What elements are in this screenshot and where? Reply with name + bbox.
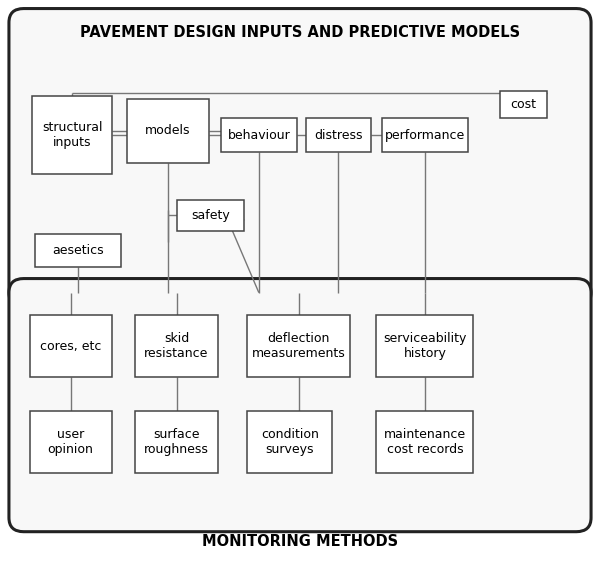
Text: PAVEMENT DESIGN INPUTS AND PREDICTIVE MODELS: PAVEMENT DESIGN INPUTS AND PREDICTIVE MO… — [80, 25, 520, 40]
Text: cores, etc: cores, etc — [40, 340, 101, 352]
Bar — [176, 200, 244, 231]
Text: aesetics: aesetics — [52, 244, 104, 257]
Bar — [127, 99, 209, 163]
Text: condition
surveys: condition surveys — [261, 428, 319, 456]
Bar — [376, 411, 473, 472]
Bar — [32, 96, 112, 174]
Text: user
opinion: user opinion — [48, 428, 94, 456]
Bar — [306, 118, 371, 152]
Bar — [29, 411, 112, 472]
Bar — [221, 118, 297, 152]
Bar — [500, 91, 547, 118]
Text: models: models — [145, 125, 190, 137]
FancyBboxPatch shape — [9, 9, 591, 307]
Text: deflection
measurements: deflection measurements — [251, 332, 346, 360]
Text: behaviour: behaviour — [227, 129, 290, 142]
Bar — [136, 411, 218, 472]
Text: skid
resistance: skid resistance — [145, 332, 209, 360]
Bar — [29, 315, 112, 377]
Text: surface
roughness: surface roughness — [144, 428, 209, 456]
Text: structural
inputs: structural inputs — [42, 121, 103, 149]
Bar — [35, 234, 121, 267]
Text: safety: safety — [191, 209, 230, 222]
Text: performance: performance — [385, 129, 465, 142]
Text: MONITORING METHODS: MONITORING METHODS — [202, 534, 398, 549]
Bar — [376, 315, 473, 377]
FancyBboxPatch shape — [9, 278, 591, 532]
Text: distress: distress — [314, 129, 362, 142]
Bar — [247, 315, 350, 377]
Text: serviceability
history: serviceability history — [383, 332, 467, 360]
Bar — [382, 118, 467, 152]
Text: maintenance
cost records: maintenance cost records — [384, 428, 466, 456]
Bar — [247, 411, 332, 472]
Text: cost: cost — [511, 98, 536, 111]
Bar — [136, 315, 218, 377]
